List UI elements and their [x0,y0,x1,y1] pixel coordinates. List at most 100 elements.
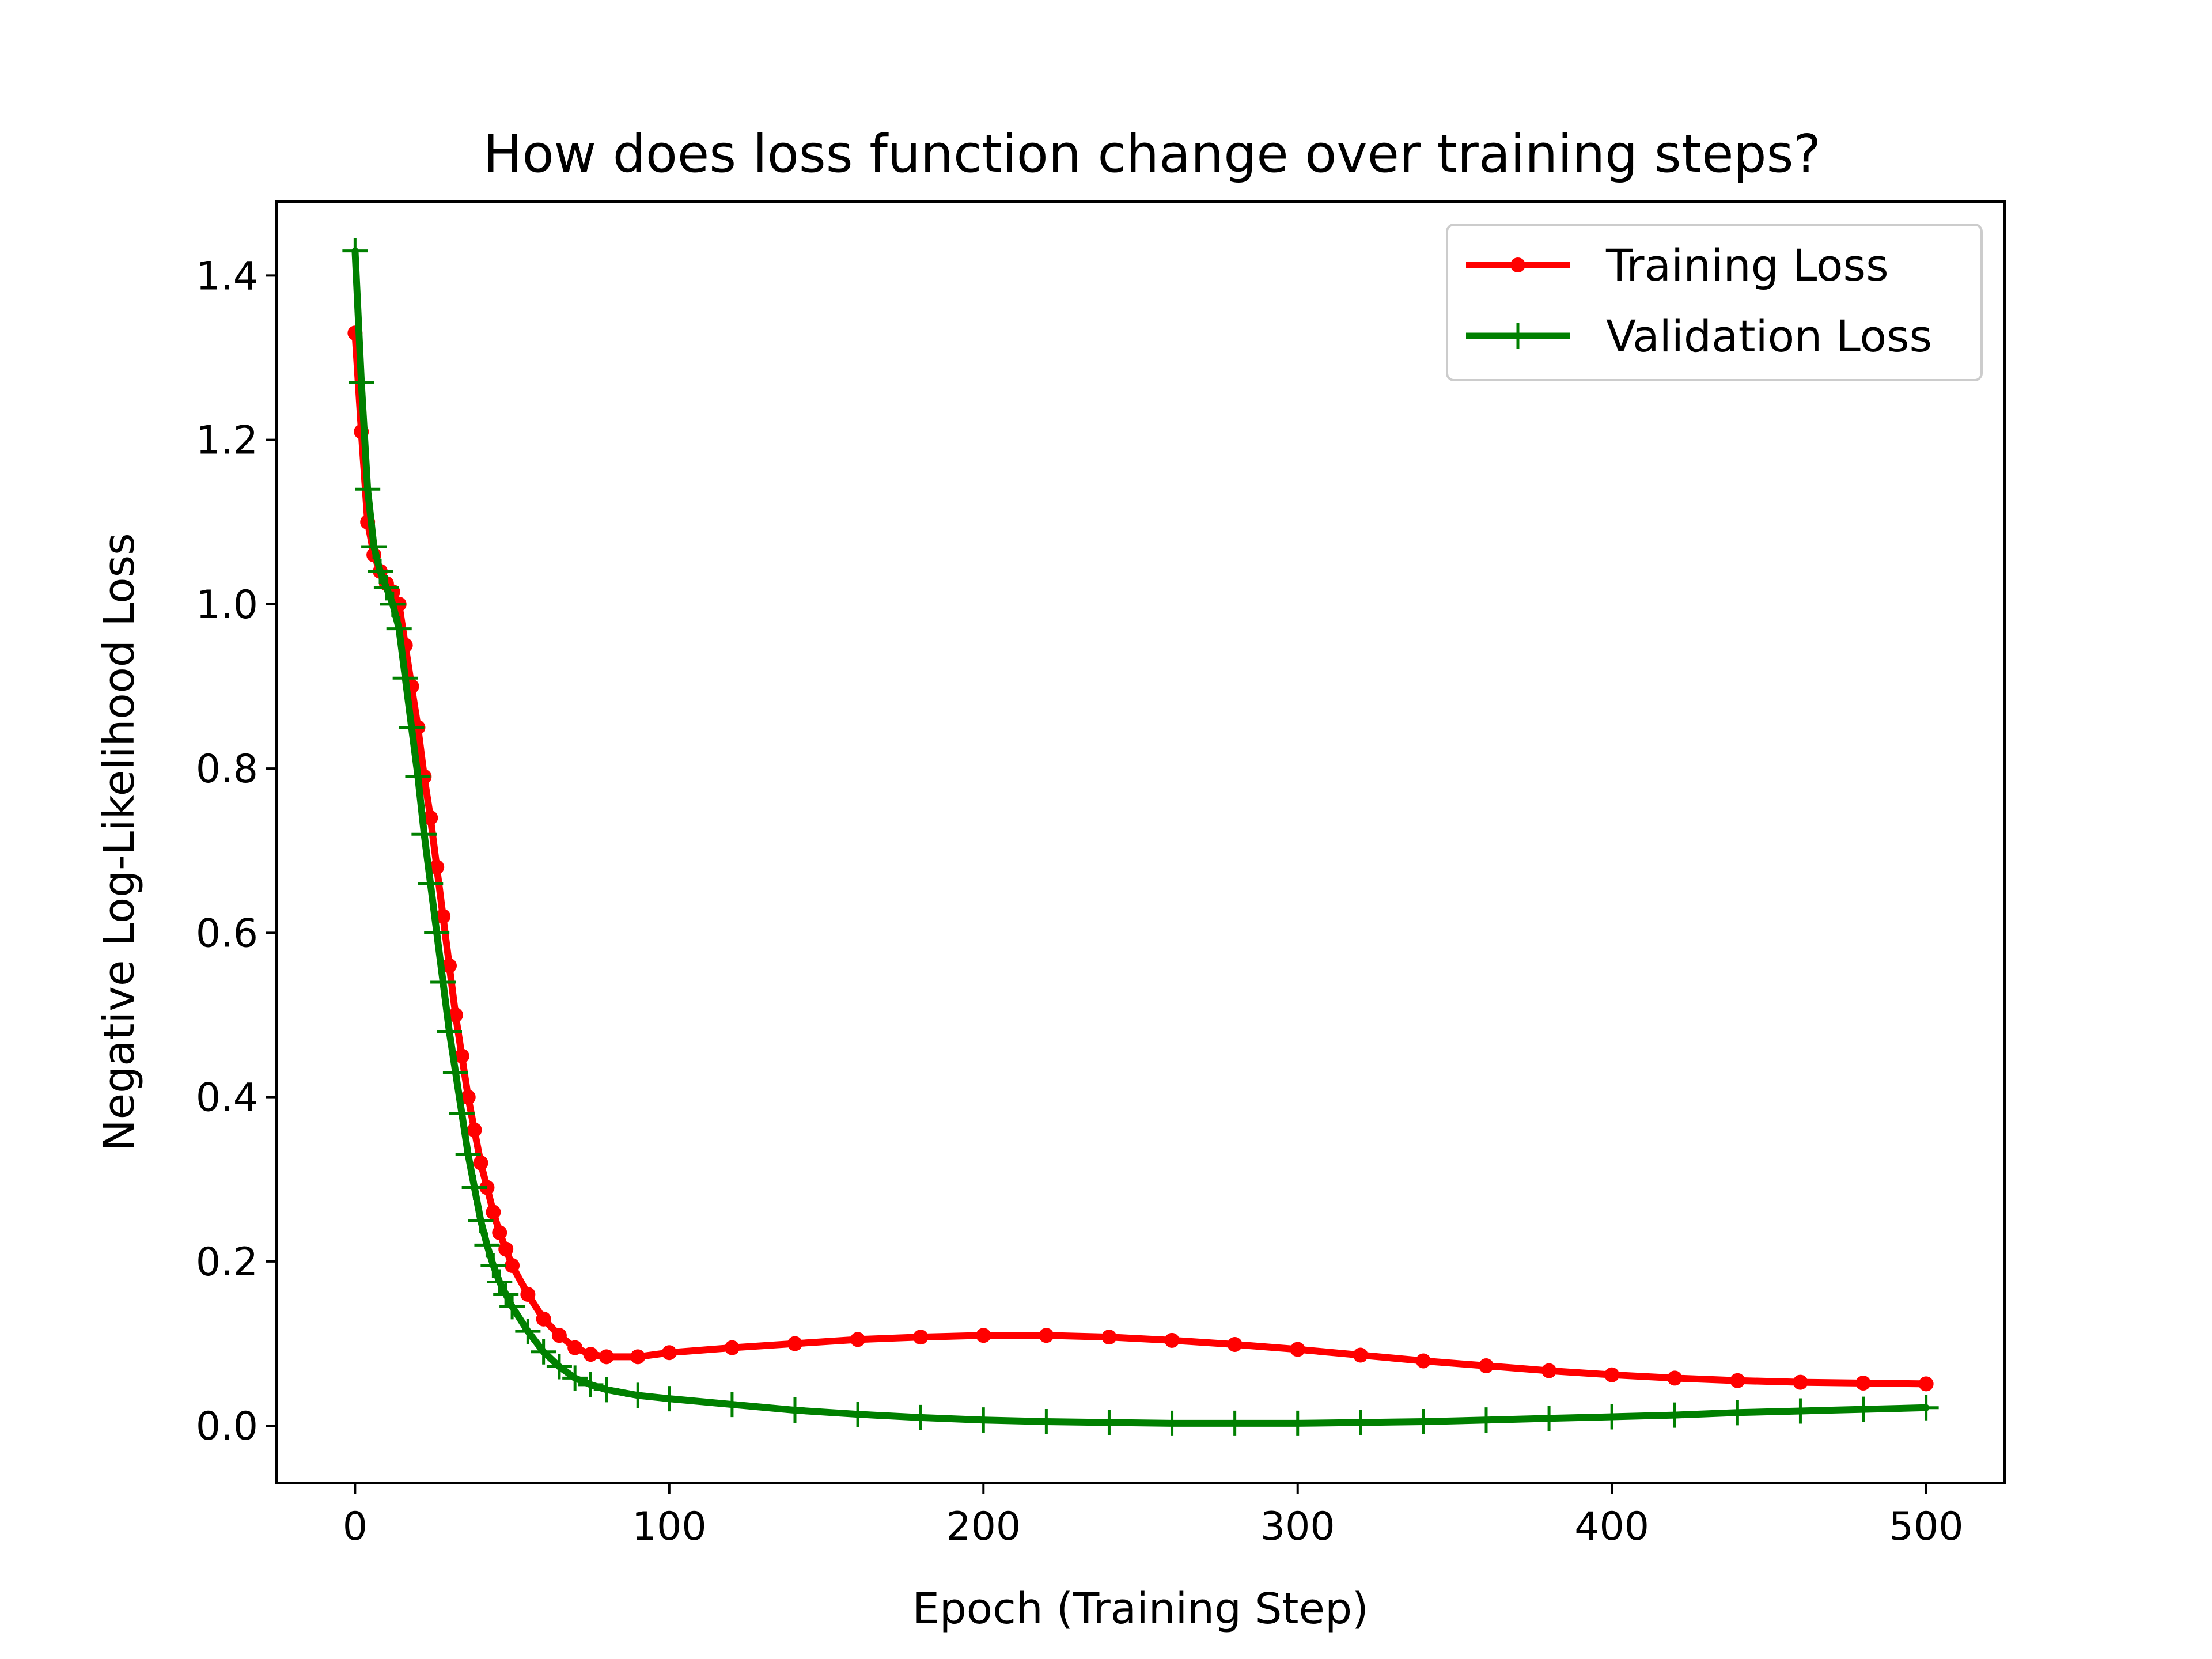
data-point [460,1089,476,1105]
y-axis-ticks: 0.0 0.2 0.4 0.6 0.8 1.0 1.2 1.4 [196,253,276,1449]
y-tick-label: 0.2 [196,1240,258,1285]
data-point [424,920,450,946]
data-point [1159,1410,1185,1436]
data-point [361,534,387,560]
data-point [1290,1342,1305,1357]
legend: Training Loss Validation Loss [1446,224,1983,381]
x-tick-label: 500 [1889,1504,1964,1550]
x-axis-label: Epoch (Training Step) [912,1584,1369,1634]
data-point [368,558,393,584]
series-layer [342,238,1939,1436]
data-point [1347,1410,1373,1435]
data-point [562,1365,588,1391]
data-point [850,1332,866,1347]
x-tick-label: 0 [343,1504,368,1550]
data-point [430,969,456,995]
data-point [578,1372,604,1397]
data-point [442,1059,468,1085]
data-point [435,908,451,924]
data-point [474,1232,500,1258]
legend-label-validation-loss: Validation Loss [1606,310,1932,362]
y-tick-label: 1.0 [196,582,258,628]
data-point [342,238,368,264]
data-point [1913,1395,1939,1421]
data-point [392,665,418,691]
data-point [593,1377,619,1403]
data-point [461,1175,487,1200]
data-point [845,1402,871,1427]
data-point [1662,1402,1688,1428]
data-point [1479,1358,1494,1374]
data-point [1353,1347,1368,1363]
data-point [1227,1336,1243,1352]
data-point [656,1386,682,1412]
data-point [493,1281,519,1307]
data-point [1541,1363,1557,1378]
data-point [1667,1370,1683,1386]
data-point [418,870,444,896]
data-point [908,1404,934,1430]
data-point [1604,1367,1620,1382]
data-point [1474,1407,1499,1433]
data-point [454,1048,469,1064]
data-point [546,1354,572,1380]
data-point [599,1349,614,1365]
data-point [1039,1328,1054,1343]
data-point [492,1225,507,1240]
data-point [1285,1410,1310,1436]
data-point [467,1122,482,1138]
data-point [1033,1409,1059,1435]
data-point [551,1328,567,1343]
data-point [567,1340,583,1355]
legend-frame [1446,224,1983,381]
x-axis-ticks: 0 100 200 300 400 500 [343,1483,1964,1550]
data-point [486,1205,501,1220]
data-point [520,1286,536,1302]
data-point [448,1007,463,1023]
x-tick-label: 300 [1260,1504,1335,1550]
data-point [971,1407,997,1433]
data-point [1730,1373,1745,1388]
data-point [1918,1376,1934,1392]
y-tick-label: 1.4 [196,253,258,299]
data-point [468,1207,494,1233]
data-point [1222,1410,1248,1436]
data-point [787,1336,802,1351]
legend-marker-training-loss [1510,257,1525,272]
data-point [630,1349,646,1365]
x-tick-label: 400 [1574,1504,1649,1550]
data-point [1164,1332,1180,1348]
data-point [1787,1398,1813,1424]
legend-label-training-loss: Training Loss [1605,240,1889,291]
y-tick-label: 0.0 [196,1404,258,1449]
y-tick-label: 0.8 [196,747,258,792]
data-point [976,1328,991,1343]
data-point [373,575,399,601]
data-point [1096,1410,1122,1435]
data-point [473,1155,488,1171]
data-point [499,1294,525,1320]
data-point [411,821,437,847]
legend-marker-validation-loss [1505,323,1531,349]
data-point [349,369,374,395]
data-point [1850,1396,1876,1422]
data-point [1855,1375,1871,1391]
data-point [913,1330,929,1345]
data-point [355,476,381,502]
data-point [515,1319,541,1344]
data-point [1415,1353,1431,1369]
data-point [1101,1330,1117,1345]
data-point [480,1253,506,1279]
data-point [423,810,438,825]
plot-area-frame [275,200,2006,1484]
y-axis-label: Negative Log-Likelihood Loss [94,533,144,1151]
data-point [1599,1404,1625,1430]
data-point [724,1340,740,1355]
data-point [583,1347,599,1362]
y-tick-label: 1.2 [196,418,258,464]
data-point [1793,1374,1808,1390]
data-point [487,1269,513,1295]
data-point [1725,1400,1751,1426]
data-point [536,1311,551,1327]
data-point [449,1101,475,1127]
